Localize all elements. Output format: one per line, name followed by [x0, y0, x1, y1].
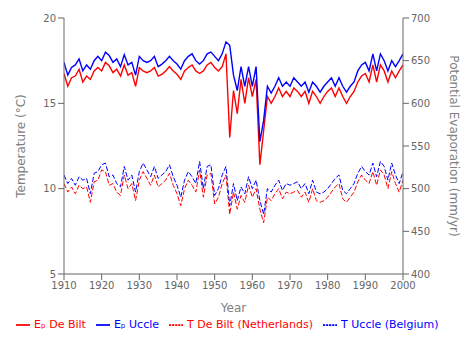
- svg-text:700: 700: [411, 13, 430, 24]
- html-text:T Uccle (Belgium): T Uccle (Belgium): [341, 318, 439, 331]
- svg-text:1950: 1950: [202, 280, 227, 291]
- svg-text:1960: 1960: [240, 280, 265, 291]
- svg-text:10: 10: [43, 183, 56, 194]
- svg-text:600: 600: [411, 98, 430, 109]
- svg-text:1920: 1920: [89, 280, 114, 291]
- svg-text:1990: 1990: [353, 280, 378, 291]
- svg-text:400: 400: [411, 269, 430, 280]
- html-text:Eₚ Uccle: Eₚ Uccle: [113, 318, 159, 331]
- svg-text:500: 500: [411, 183, 430, 194]
- svg-text:Temperature (°C): Temperature (°C): [14, 94, 28, 199]
- html-text:T De Bilt (Netherlands): T De Bilt (Netherlands): [187, 318, 314, 331]
- svg-text:15: 15: [43, 98, 56, 109]
- svg-text:550: 550: [411, 141, 430, 152]
- svg-text:450: 450: [411, 226, 430, 237]
- svg-text:2000: 2000: [390, 280, 415, 291]
- svg-text:650: 650: [411, 55, 430, 66]
- svg-text:Potential Evaporation (mm/yr): Potential Evaporation (mm/yr): [447, 55, 461, 236]
- svg-text:1930: 1930: [127, 280, 152, 291]
- svg-text:1910: 1910: [51, 280, 76, 291]
- html-text:Eₚ De Bilt: Eₚ De Bilt: [34, 318, 86, 331]
- svg-text:20: 20: [43, 13, 56, 24]
- svg-text:1970: 1970: [277, 280, 302, 291]
- svg-text:1940: 1940: [164, 280, 189, 291]
- svg-text:Year: Year: [220, 301, 246, 315]
- svg-text:5: 5: [50, 269, 56, 280]
- svg-text:1980: 1980: [315, 280, 340, 291]
